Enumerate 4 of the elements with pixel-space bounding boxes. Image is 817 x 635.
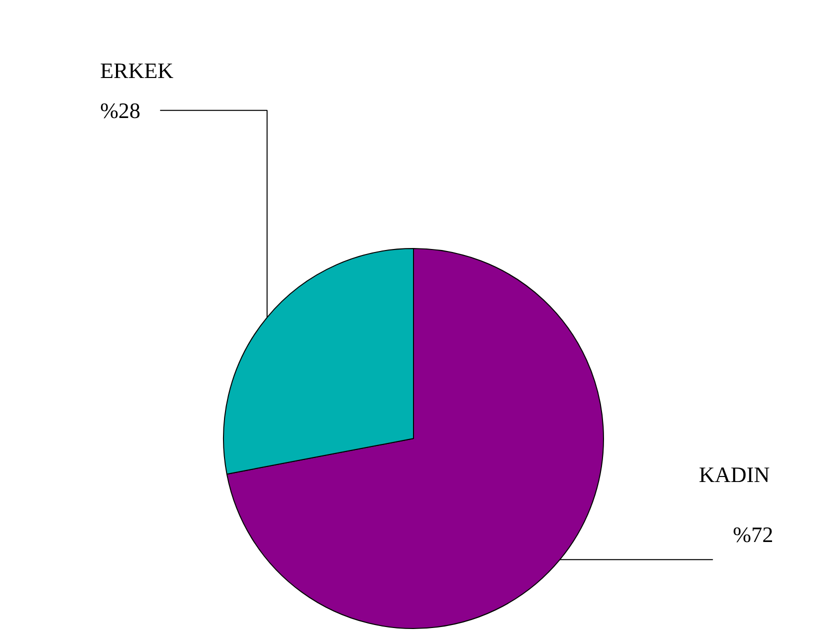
- data-label: %72: [732, 522, 774, 548]
- slice-label: ERKEK: [100, 58, 174, 83]
- data-label: %28: [100, 98, 140, 123]
- slice-label: KADIN: [698, 462, 770, 488]
